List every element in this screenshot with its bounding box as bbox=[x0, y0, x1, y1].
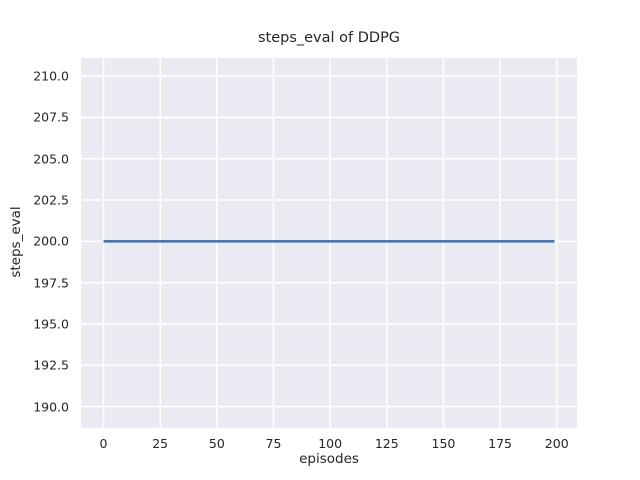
x-tick-label: 25 bbox=[152, 436, 169, 451]
y-tick-label: 190.0 bbox=[33, 399, 69, 415]
y-tick-label: 202.5 bbox=[33, 192, 69, 208]
x-tick-label: 125 bbox=[374, 436, 399, 451]
plot-area bbox=[81, 58, 577, 428]
x-tick-label: 100 bbox=[318, 436, 343, 451]
x-tick-label: 50 bbox=[208, 436, 225, 451]
y-tick-label: 195.0 bbox=[33, 316, 69, 332]
x-axis-label: episodes bbox=[299, 451, 359, 467]
y-tick-label: 197.5 bbox=[33, 275, 69, 291]
y-tick-label: 200.0 bbox=[33, 233, 69, 249]
y-tick-label: 205.0 bbox=[33, 151, 69, 167]
chart-title: steps_eval of DDPG bbox=[257, 30, 401, 46]
x-tick-label: 200 bbox=[544, 436, 569, 451]
y-tick-label: 210.0 bbox=[33, 68, 69, 84]
y-tick-label: 207.5 bbox=[33, 109, 69, 125]
x-tick-label: 175 bbox=[488, 436, 512, 451]
x-tick-label: 0 bbox=[99, 436, 108, 451]
plot-svg bbox=[81, 58, 577, 428]
y-tick-label: 192.5 bbox=[33, 357, 69, 373]
x-tick-label: 75 bbox=[265, 436, 282, 451]
x-tick-label: 150 bbox=[431, 436, 456, 451]
